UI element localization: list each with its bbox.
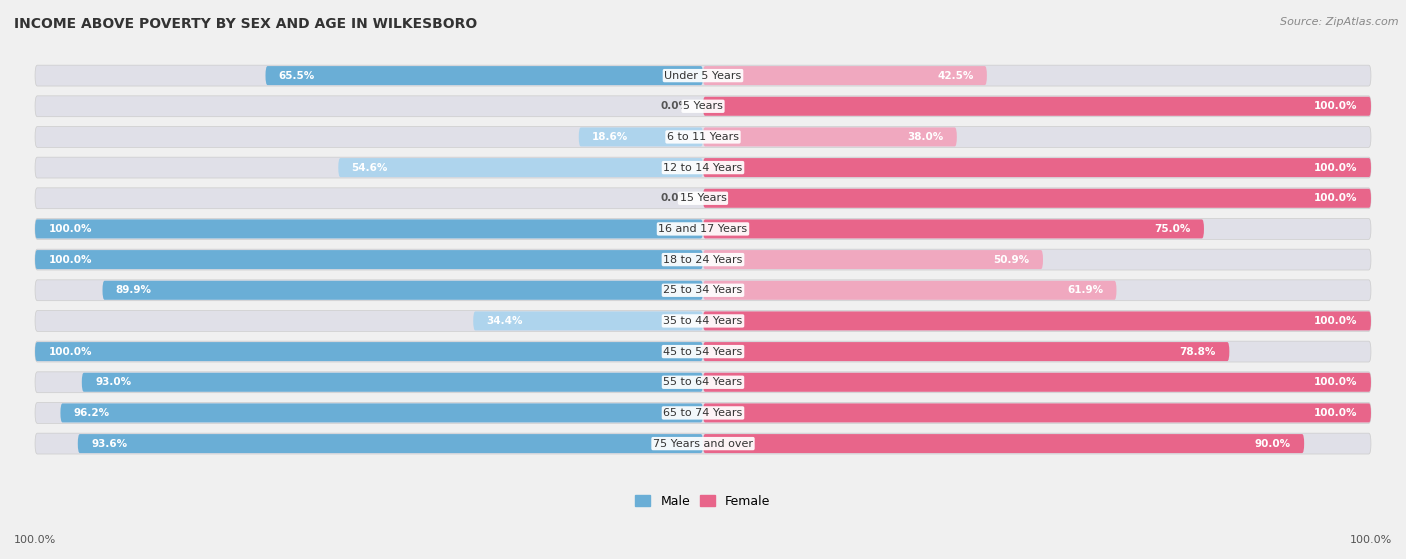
FancyBboxPatch shape	[35, 220, 703, 239]
FancyBboxPatch shape	[703, 97, 1371, 116]
FancyBboxPatch shape	[703, 158, 1371, 177]
FancyBboxPatch shape	[579, 127, 703, 146]
Text: 15 Years: 15 Years	[679, 193, 727, 203]
Text: 0.0%: 0.0%	[661, 101, 689, 111]
Text: 42.5%: 42.5%	[938, 70, 973, 80]
Text: 100.0%: 100.0%	[1350, 535, 1392, 545]
Text: 96.2%: 96.2%	[73, 408, 110, 418]
Text: 100.0%: 100.0%	[1315, 408, 1358, 418]
Text: 18.6%: 18.6%	[592, 132, 628, 142]
FancyBboxPatch shape	[35, 65, 1371, 86]
FancyBboxPatch shape	[77, 434, 703, 453]
Text: Source: ZipAtlas.com: Source: ZipAtlas.com	[1281, 17, 1399, 27]
Text: 78.8%: 78.8%	[1180, 347, 1216, 357]
FancyBboxPatch shape	[35, 310, 1371, 331]
FancyBboxPatch shape	[35, 250, 703, 269]
Text: 100.0%: 100.0%	[1315, 377, 1358, 387]
Text: 5 Years: 5 Years	[683, 101, 723, 111]
Text: 34.4%: 34.4%	[486, 316, 523, 326]
Text: INCOME ABOVE POVERTY BY SEX AND AGE IN WILKESBORO: INCOME ABOVE POVERTY BY SEX AND AGE IN W…	[14, 17, 477, 31]
Text: 55 to 64 Years: 55 to 64 Years	[664, 377, 742, 387]
Text: 100.0%: 100.0%	[1315, 163, 1358, 173]
FancyBboxPatch shape	[703, 404, 1371, 423]
FancyBboxPatch shape	[35, 342, 703, 361]
Text: 89.9%: 89.9%	[115, 285, 152, 295]
Text: 38.0%: 38.0%	[907, 132, 943, 142]
FancyBboxPatch shape	[35, 341, 1371, 362]
Text: 75 Years and over: 75 Years and over	[652, 439, 754, 448]
FancyBboxPatch shape	[339, 158, 703, 177]
Text: 65 to 74 Years: 65 to 74 Years	[664, 408, 742, 418]
FancyBboxPatch shape	[35, 249, 1371, 270]
Text: 18 to 24 Years: 18 to 24 Years	[664, 254, 742, 264]
FancyBboxPatch shape	[35, 188, 1371, 209]
Text: 50.9%: 50.9%	[994, 254, 1029, 264]
Text: 100.0%: 100.0%	[1315, 101, 1358, 111]
FancyBboxPatch shape	[35, 126, 1371, 148]
FancyBboxPatch shape	[703, 434, 1305, 453]
FancyBboxPatch shape	[703, 373, 1371, 392]
FancyBboxPatch shape	[35, 372, 1371, 392]
Text: 75.0%: 75.0%	[1154, 224, 1191, 234]
Legend: Male, Female: Male, Female	[636, 495, 770, 508]
Text: Under 5 Years: Under 5 Years	[665, 70, 741, 80]
FancyBboxPatch shape	[703, 250, 1043, 269]
FancyBboxPatch shape	[35, 96, 1371, 117]
Text: 100.0%: 100.0%	[48, 254, 91, 264]
Text: 93.0%: 93.0%	[96, 377, 131, 387]
Text: 93.6%: 93.6%	[91, 439, 128, 448]
FancyBboxPatch shape	[703, 66, 987, 85]
Text: 100.0%: 100.0%	[14, 535, 56, 545]
FancyBboxPatch shape	[35, 402, 1371, 423]
FancyBboxPatch shape	[82, 373, 703, 392]
Text: 100.0%: 100.0%	[48, 347, 91, 357]
FancyBboxPatch shape	[35, 433, 1371, 454]
FancyBboxPatch shape	[703, 127, 957, 146]
FancyBboxPatch shape	[703, 342, 1229, 361]
FancyBboxPatch shape	[35, 157, 1371, 178]
Text: 0.0%: 0.0%	[661, 193, 689, 203]
FancyBboxPatch shape	[60, 404, 703, 423]
Text: 25 to 34 Years: 25 to 34 Years	[664, 285, 742, 295]
FancyBboxPatch shape	[266, 66, 703, 85]
Text: 16 and 17 Years: 16 and 17 Years	[658, 224, 748, 234]
Text: 100.0%: 100.0%	[1315, 316, 1358, 326]
FancyBboxPatch shape	[703, 189, 1371, 208]
Text: 100.0%: 100.0%	[48, 224, 91, 234]
FancyBboxPatch shape	[703, 311, 1371, 330]
FancyBboxPatch shape	[103, 281, 703, 300]
FancyBboxPatch shape	[703, 220, 1204, 239]
FancyBboxPatch shape	[474, 311, 703, 330]
FancyBboxPatch shape	[35, 280, 1371, 301]
FancyBboxPatch shape	[703, 281, 1116, 300]
Text: 45 to 54 Years: 45 to 54 Years	[664, 347, 742, 357]
Text: 12 to 14 Years: 12 to 14 Years	[664, 163, 742, 173]
FancyBboxPatch shape	[35, 219, 1371, 239]
Text: 6 to 11 Years: 6 to 11 Years	[666, 132, 740, 142]
Text: 100.0%: 100.0%	[1315, 193, 1358, 203]
Text: 90.0%: 90.0%	[1254, 439, 1291, 448]
Text: 61.9%: 61.9%	[1067, 285, 1104, 295]
Text: 35 to 44 Years: 35 to 44 Years	[664, 316, 742, 326]
Text: 65.5%: 65.5%	[278, 70, 315, 80]
Text: 54.6%: 54.6%	[352, 163, 388, 173]
